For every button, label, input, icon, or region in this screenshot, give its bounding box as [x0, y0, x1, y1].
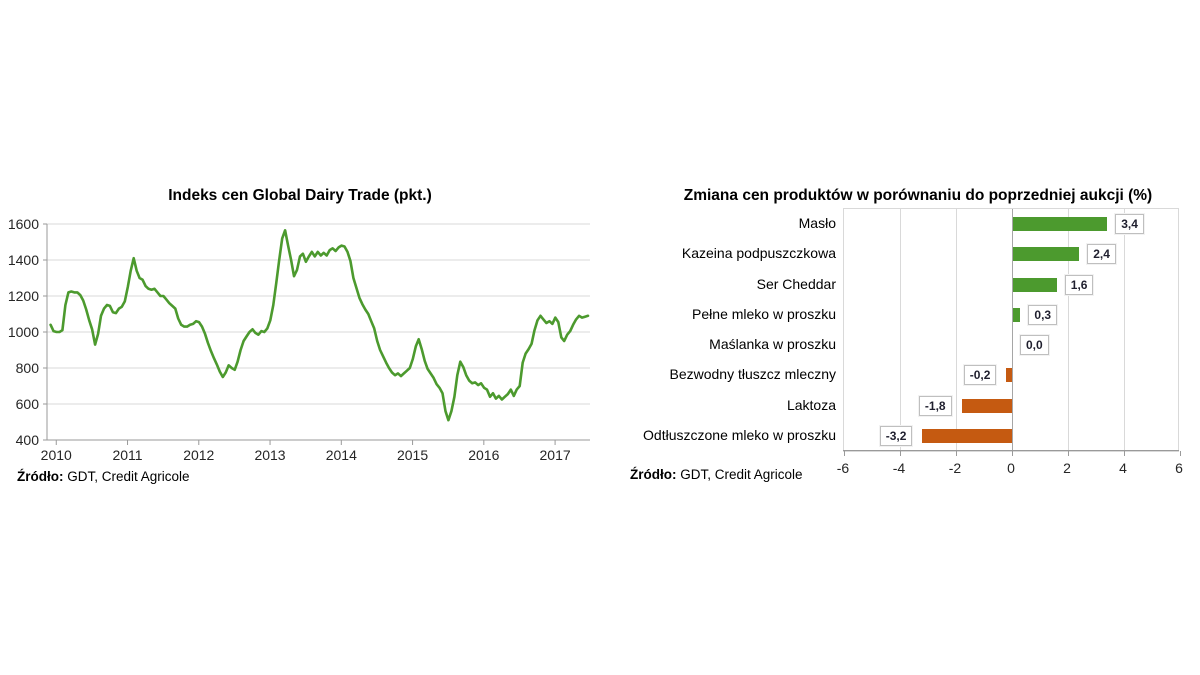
x-tick-label: 2	[1063, 460, 1071, 476]
value-label: -3,2	[879, 425, 913, 446]
category-label: Pełne mleko w proszku	[692, 305, 836, 322]
x-tick-label: -4	[892, 460, 906, 476]
bar	[1013, 247, 1080, 262]
bar	[922, 428, 1012, 443]
x-tick-label: 2011	[112, 447, 142, 463]
x-tick-label: -6	[836, 460, 850, 476]
category-label: Masło	[798, 215, 836, 232]
x-tick	[1012, 451, 1013, 456]
x-tick-label: -2	[948, 460, 962, 476]
x-tick	[844, 451, 845, 456]
x-tick-label: 2017	[540, 447, 571, 463]
y-tick-label: 400	[16, 432, 40, 448]
bar	[1013, 307, 1021, 322]
bar	[1013, 217, 1108, 232]
category-label: Maślanka w proszku	[709, 336, 836, 353]
x-tick-label: 4	[1119, 460, 1127, 476]
value-label: 1,6	[1064, 274, 1094, 295]
value-label: 0,3	[1028, 304, 1058, 325]
gridline	[1124, 209, 1125, 451]
category-label: Odtłuszczone mleko w proszku	[643, 426, 836, 443]
category-label: Ser Cheddar	[756, 275, 836, 292]
value-label: -1,8	[918, 395, 952, 416]
line-plot: 400 600 800 1000 1200 1400 1600 2010 2011 2012 201…	[8, 216, 590, 463]
bar	[1013, 277, 1057, 292]
bar-category-labels: Masło Kazeina podpuszczkowa Ser Cheddar Peł…	[615, 208, 836, 452]
x-tick-label: 2015	[397, 447, 428, 463]
gridline	[1068, 209, 1069, 451]
y-tick-label: 1600	[8, 216, 39, 232]
y-tick-label: 600	[16, 396, 40, 412]
y-tick-label: 1400	[8, 252, 39, 268]
line-chart-source: Źródło: GDT, Credit Agricole	[17, 469, 190, 484]
bar-chart-title: Zmiana cen produktów w porównaniu do pop…	[683, 187, 1153, 204]
x-tick-label: 2012	[183, 447, 214, 463]
source-label: Źródło:	[630, 467, 677, 482]
gridline	[900, 209, 901, 451]
x-tick	[1180, 451, 1181, 456]
gdt-index-line	[49, 228, 590, 422]
category-label: Laktoza	[786, 396, 836, 413]
category-label: Bezwodny tłuszcz mleczny	[669, 366, 836, 383]
value-label: 0,0	[1020, 335, 1049, 356]
bar	[961, 398, 1012, 413]
y-tick-label: 1200	[8, 288, 39, 304]
source-text: GDT, Credit Agricole	[676, 467, 803, 482]
value-label: -0,2	[963, 365, 997, 386]
source-text: GDT, Credit Agricole	[63, 469, 190, 484]
x-tick	[1068, 451, 1069, 456]
x-tick-label: 6	[1175, 460, 1183, 476]
x-tick-label: 2016	[468, 447, 499, 463]
bar-x-axis-labels: -6 -4 -2 0 2 4 6	[837, 460, 1183, 478]
line-chart-title: Indeks cen Global Dairy Trade (pkt.)	[168, 187, 432, 204]
bar-chart-source: Źródło: GDT, Credit Agricole	[630, 467, 803, 482]
y-tick-label: 1000	[8, 324, 39, 340]
bar-plot: 3,4 2,4 1,6 0,3 0,0 -0,2 -1,8 -3,2	[843, 208, 1181, 456]
value-label: 2,4	[1087, 244, 1116, 265]
category-label: Kazeina podpuszczkowa	[681, 245, 836, 262]
zero-axis-line	[1012, 209, 1013, 451]
source-label: Źródło:	[17, 469, 64, 484]
gridline	[956, 209, 957, 451]
x-tick-label: 0	[1007, 460, 1015, 476]
value-label: 3,4	[1115, 214, 1144, 235]
x-tick	[1124, 451, 1125, 456]
x-tick	[956, 451, 957, 456]
x-tick	[900, 451, 901, 456]
bar	[1006, 368, 1012, 383]
x-tick-label: 2013	[254, 447, 285, 463]
x-axis-line	[843, 450, 1179, 451]
x-tick-label: 2010	[41, 447, 72, 463]
y-tick-label: 800	[16, 360, 40, 376]
x-tick-label: 2014	[326, 447, 357, 463]
